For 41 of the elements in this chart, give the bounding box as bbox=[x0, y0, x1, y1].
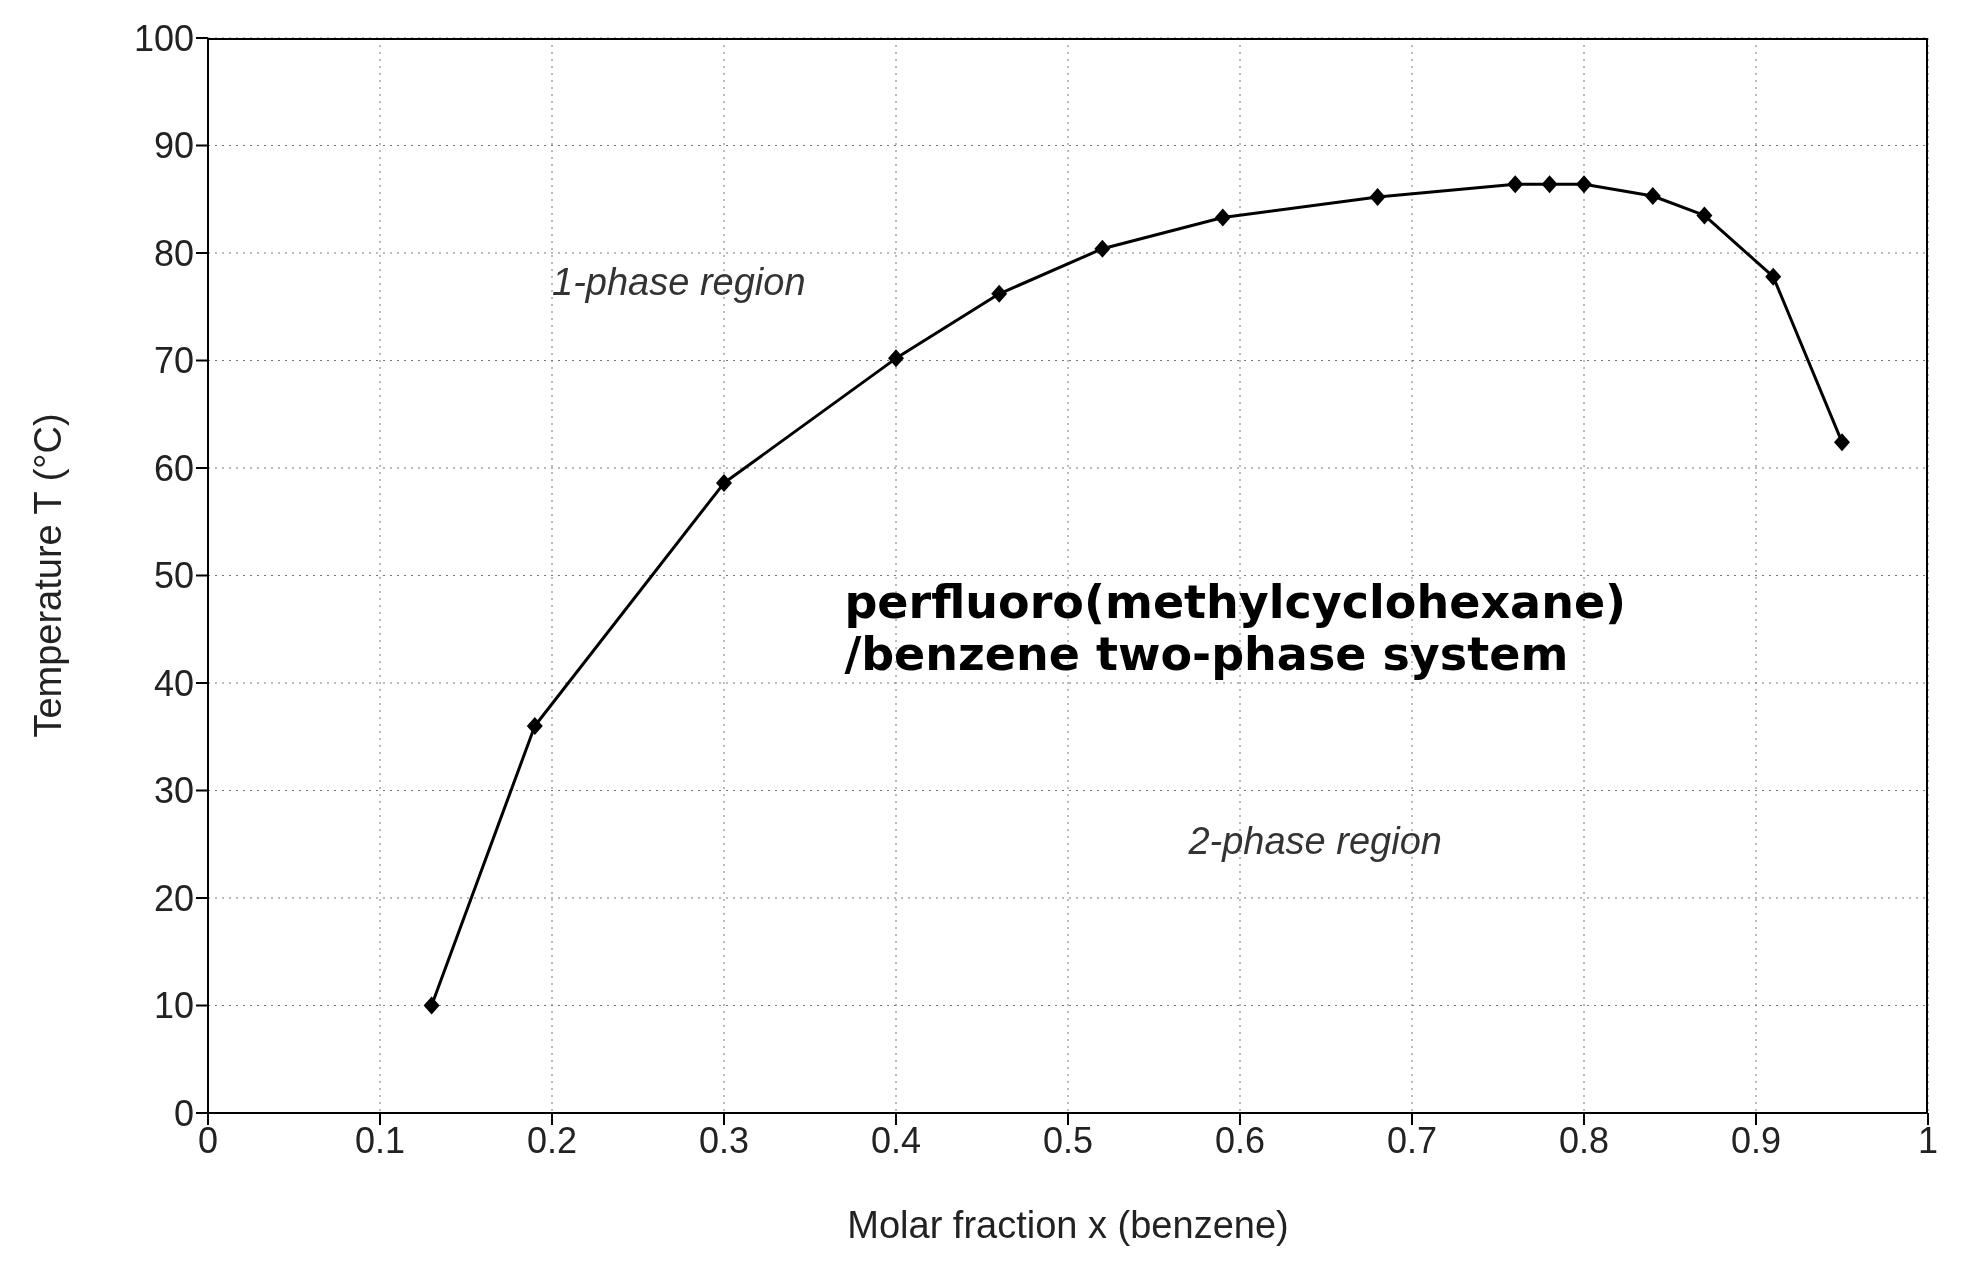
y-tick-label: 90 bbox=[153, 125, 194, 167]
x-tick-label: 0.4 bbox=[870, 1119, 922, 1161]
point bbox=[423, 996, 440, 1015]
y-tick-label: 50 bbox=[153, 555, 194, 597]
point bbox=[526, 717, 543, 735]
y-tick-label: 40 bbox=[153, 662, 194, 704]
text: perfluoro(methylcyclohexane) /benzene two-phase system bbox=[844, 574, 1627, 682]
x-tick-label: 0.2 bbox=[526, 1119, 578, 1161]
x-tick-label: 0.5 bbox=[1042, 1119, 1094, 1161]
point bbox=[1644, 187, 1661, 206]
y-tick-label: 70 bbox=[153, 340, 194, 382]
x-tick-label: 1 bbox=[1917, 1119, 1939, 1161]
y-tick-label: 60 bbox=[153, 447, 194, 489]
point bbox=[888, 349, 904, 368]
annotation: 1-phase region bbox=[552, 261, 806, 305]
point bbox=[1765, 267, 1782, 286]
y-axis-title: Temperature T (°C) bbox=[27, 413, 70, 738]
x-tick-label: 0.9 bbox=[1730, 1119, 1782, 1161]
annotation: 2-phase region bbox=[1188, 820, 1442, 864]
point bbox=[991, 284, 1008, 303]
point bbox=[1094, 239, 1111, 258]
y-tick-label: 10 bbox=[153, 985, 194, 1027]
x-tick-label: 0.3 bbox=[698, 1119, 750, 1161]
point bbox=[1541, 175, 1558, 194]
point bbox=[1214, 208, 1231, 227]
point bbox=[1507, 175, 1524, 194]
x-tick-label: 0.8 bbox=[1558, 1119, 1610, 1161]
x-tick-label: 0.7 bbox=[1386, 1119, 1438, 1161]
y-tick-label: 20 bbox=[153, 877, 194, 919]
x-tick-label: 0.6 bbox=[1214, 1119, 1266, 1161]
point bbox=[716, 474, 732, 493]
x-axis-title: Molar fraction x (benzene) bbox=[847, 1204, 1289, 1246]
y-tick-label: 80 bbox=[153, 232, 194, 274]
x-tick-label: 0.1 bbox=[354, 1119, 406, 1161]
point bbox=[1369, 188, 1386, 207]
y-tick-label: 100 bbox=[133, 17, 194, 59]
y-tick-label: 30 bbox=[153, 770, 194, 812]
point bbox=[1696, 206, 1713, 225]
point bbox=[1576, 175, 1592, 194]
y-tick-label: 0 bbox=[173, 1092, 194, 1134]
point bbox=[1834, 433, 1850, 452]
